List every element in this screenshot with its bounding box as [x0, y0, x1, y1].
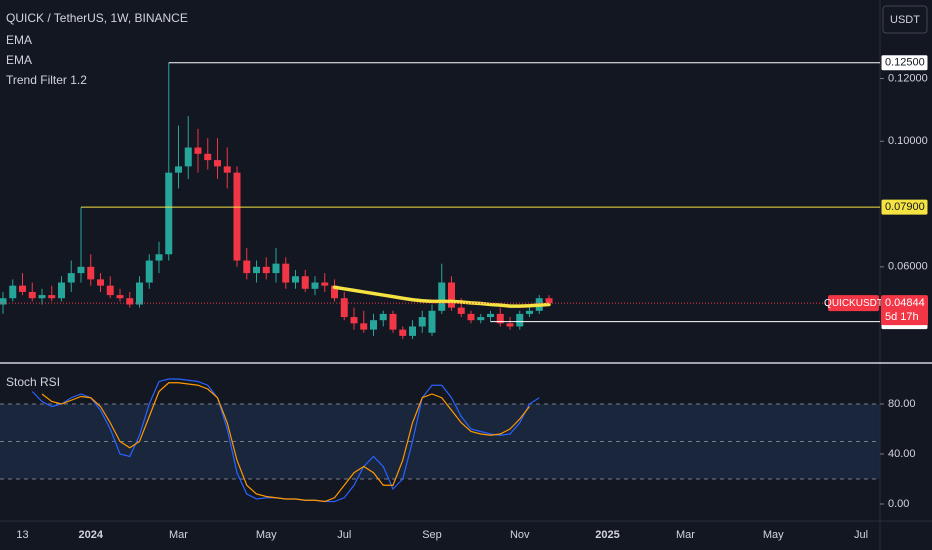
candle-body — [0, 298, 7, 305]
candle-body — [321, 282, 329, 286]
candle-body — [399, 329, 407, 336]
candle-body — [9, 285, 17, 299]
candle-body — [282, 263, 290, 283]
x-tick-label: 2024 — [79, 529, 104, 541]
x-tick-label: May — [763, 529, 784, 541]
candle-body — [340, 298, 348, 318]
y-tick-label: 0.12000 — [888, 72, 928, 84]
candle-body — [155, 254, 163, 261]
symbol-tag-label: QUICKUSDT — [824, 298, 883, 309]
candle-body — [526, 310, 533, 314]
level-label: 0.07900 — [885, 201, 925, 213]
x-tick-label: Jul — [854, 529, 868, 541]
candle-body — [418, 317, 426, 327]
price-tag-label: 0.04844 — [885, 297, 925, 309]
symbol-tag — [828, 295, 879, 312]
candle-body — [496, 313, 504, 324]
candle-body — [194, 147, 202, 154]
candle-body — [253, 266, 260, 274]
candle-body — [457, 307, 465, 314]
level-label: 0.12500 — [885, 57, 925, 69]
candle-body — [272, 263, 280, 274]
candle-body — [301, 276, 309, 289]
ema-line — [332, 285, 551, 308]
currency-button[interactable] — [882, 5, 928, 34]
symbol-title: QUICK / TetherUS, 1W, BINANCE — [6, 11, 188, 25]
x-tick-label: Mar — [169, 529, 188, 541]
pane-title: Stoch RSI — [6, 375, 60, 389]
candle-body — [67, 273, 75, 283]
indicator-label: Trend Filter 1.2 — [6, 73, 87, 87]
candle-body — [165, 172, 173, 255]
candle-body — [184, 147, 192, 167]
stoch-line — [41, 382, 530, 503]
candle-body — [292, 276, 299, 283]
y-tick-label: 80.00 — [888, 398, 916, 410]
candle-body — [389, 313, 397, 330]
candle-body — [38, 295, 46, 299]
candle-body — [48, 295, 56, 299]
level-tag — [880, 198, 929, 216]
countdown-label: 5d 17h — [885, 311, 919, 323]
candle-body — [214, 160, 221, 167]
candle-body — [223, 166, 231, 173]
candle-body — [409, 326, 416, 336]
candle-body — [370, 320, 377, 330]
candle-body — [87, 266, 95, 280]
indicator-label: EMA — [6, 33, 32, 47]
candle-body — [467, 313, 475, 321]
candle-body — [331, 285, 338, 299]
candle-body — [262, 266, 270, 274]
level-tag — [880, 54, 929, 72]
candle-body — [311, 282, 319, 289]
x-tick-label: Nov — [510, 529, 530, 541]
candle-body — [477, 317, 485, 321]
plot-layer: 0.120000.100000.060000.125000.079000.042… — [0, 54, 929, 541]
candle-body — [233, 172, 241, 261]
candle-body — [58, 282, 65, 299]
candle-body — [545, 298, 553, 304]
candle-body — [19, 285, 26, 292]
candle-body — [448, 282, 455, 308]
candle-body — [97, 279, 104, 286]
candle-body — [243, 260, 251, 274]
candle-body — [145, 260, 153, 283]
candle-body — [136, 282, 143, 305]
x-tick-label: May — [256, 529, 277, 541]
y-tick-label: 0.00 — [888, 498, 909, 510]
candle-body — [106, 285, 114, 296]
y-tick-label: 40.00 — [888, 448, 916, 460]
candle-body — [204, 153, 212, 161]
candle-body — [506, 323, 514, 327]
candle-body — [175, 166, 182, 173]
x-tick-label: Mar — [676, 529, 695, 541]
candle-body — [126, 298, 134, 305]
price-tag — [881, 295, 928, 326]
x-tick-label: Sep — [422, 529, 442, 541]
y-tick-label: 0.06000 — [888, 261, 928, 273]
candle-body — [438, 282, 446, 311]
y-tick-label: 0.10000 — [888, 135, 928, 147]
candle-body — [360, 323, 368, 330]
candle-body — [516, 313, 524, 327]
x-tick-label: Jul — [337, 529, 351, 541]
indicator-label: EMA — [6, 53, 32, 67]
candle-body — [350, 317, 358, 324]
x-tick-label: 13 — [16, 529, 28, 541]
candle-body — [116, 295, 124, 299]
candle-body — [428, 310, 436, 333]
x-tick-label: 2025 — [595, 529, 619, 541]
currency-label[interactable]: USDT — [890, 14, 920, 26]
candle-body — [487, 313, 494, 318]
candle-body — [379, 313, 387, 321]
candle-body — [77, 266, 85, 274]
candle-body — [28, 291, 36, 299]
